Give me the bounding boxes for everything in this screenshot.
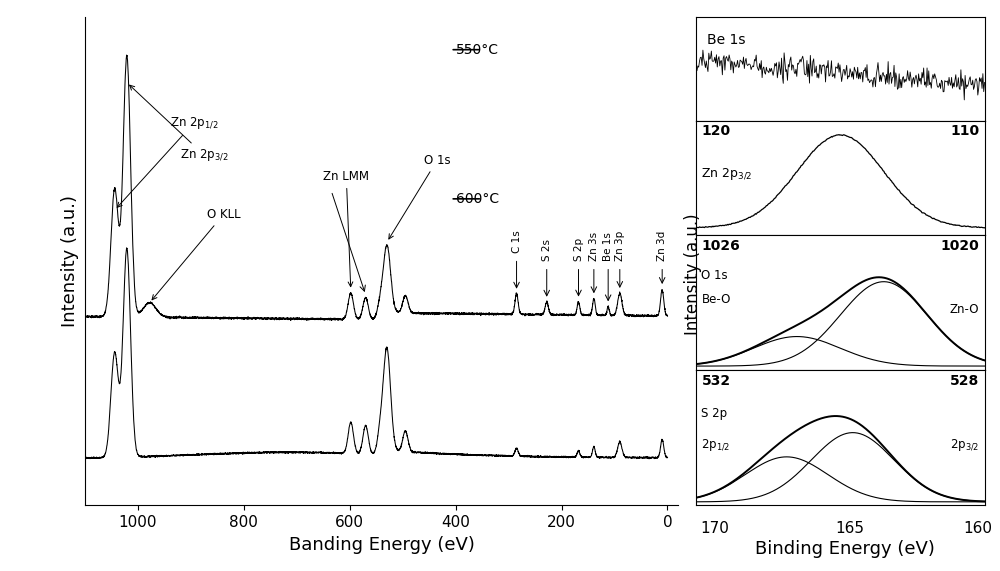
X-axis label: Banding Energy (eV): Banding Energy (eV) xyxy=(289,536,474,554)
Text: 2p$_{3/2}$: 2p$_{3/2}$ xyxy=(950,438,979,453)
Text: Zn 2p$_{3/2}$: Zn 2p$_{3/2}$ xyxy=(130,85,229,163)
Text: 1026: 1026 xyxy=(701,239,740,254)
Text: 1020: 1020 xyxy=(940,239,979,254)
Text: 2p$_{1/2}$: 2p$_{1/2}$ xyxy=(701,438,731,453)
Text: O 1s: O 1s xyxy=(389,154,451,239)
Text: 528: 528 xyxy=(950,375,979,388)
Text: O KLL: O KLL xyxy=(152,208,240,300)
Text: 120: 120 xyxy=(701,124,731,138)
Text: Zn 3p: Zn 3p xyxy=(615,231,625,261)
Text: 170: 170 xyxy=(701,521,729,536)
Text: 550°C: 550°C xyxy=(456,43,499,57)
Text: C 1s: C 1s xyxy=(512,230,522,253)
Text: 600°C: 600°C xyxy=(456,192,499,206)
Text: Intensity (a.u.): Intensity (a.u.) xyxy=(684,213,702,335)
Text: 160: 160 xyxy=(964,521,992,536)
Y-axis label: Intensity (a.u.): Intensity (a.u.) xyxy=(61,195,79,327)
Text: S 2p: S 2p xyxy=(701,407,728,420)
Text: Zn 2p$_{3/2}$: Zn 2p$_{3/2}$ xyxy=(701,167,753,182)
Text: Zn LMM: Zn LMM xyxy=(323,170,369,287)
Text: Zn-O: Zn-O xyxy=(950,303,979,316)
Text: Binding Energy (eV): Binding Energy (eV) xyxy=(755,540,935,558)
Text: S 2s: S 2s xyxy=(542,239,552,261)
Text: 165: 165 xyxy=(836,521,864,536)
Text: O 1s: O 1s xyxy=(701,269,728,282)
Text: 532: 532 xyxy=(701,375,731,388)
Text: S 2p: S 2p xyxy=(574,238,584,261)
Text: Zn 3d: Zn 3d xyxy=(657,231,667,261)
Text: Zn 2p$_{1/2}$: Zn 2p$_{1/2}$ xyxy=(117,115,218,207)
Text: Be 1s: Be 1s xyxy=(707,33,746,47)
Text: Zn 3s: Zn 3s xyxy=(589,232,599,261)
Text: 110: 110 xyxy=(950,124,979,138)
Text: Be 1s: Be 1s xyxy=(603,232,613,261)
Text: Be-O: Be-O xyxy=(701,293,731,306)
